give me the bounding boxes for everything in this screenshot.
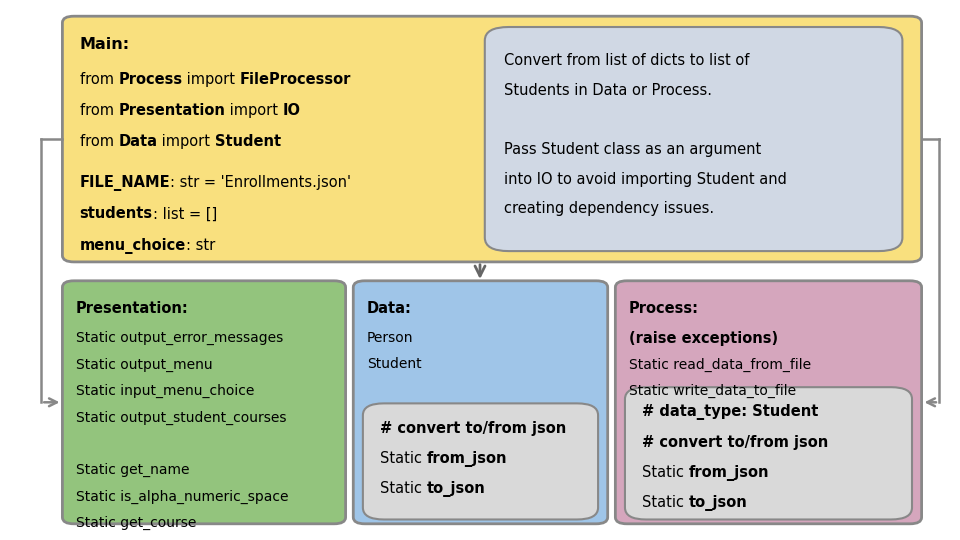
Text: from: from bbox=[80, 134, 118, 150]
Text: Person: Person bbox=[367, 331, 413, 345]
Text: IO: IO bbox=[283, 103, 300, 118]
FancyBboxPatch shape bbox=[62, 281, 346, 524]
Text: Data: Data bbox=[118, 134, 157, 150]
Text: to_json: to_json bbox=[427, 481, 486, 497]
Text: from_json: from_json bbox=[689, 465, 769, 481]
Text: Static output_error_messages: Static output_error_messages bbox=[76, 331, 283, 345]
Text: from: from bbox=[80, 103, 118, 118]
Text: Presentation: Presentation bbox=[118, 103, 226, 118]
Text: Presentation:: Presentation: bbox=[76, 301, 188, 316]
Text: Static write_data_to_file: Static write_data_to_file bbox=[629, 384, 796, 398]
Text: Process: Process bbox=[118, 72, 182, 87]
Text: Data:: Data: bbox=[367, 301, 412, 316]
Text: to_json: to_json bbox=[689, 495, 748, 511]
Text: : str = 'Enrollments.json': : str = 'Enrollments.json' bbox=[170, 175, 351, 190]
Text: (raise exceptions): (raise exceptions) bbox=[629, 331, 778, 346]
Text: Static output_menu: Static output_menu bbox=[76, 357, 212, 372]
Text: # data_type: Student: # data_type: Student bbox=[642, 404, 819, 421]
FancyBboxPatch shape bbox=[62, 16, 922, 262]
Text: : list = []: : list = [] bbox=[153, 206, 217, 221]
Text: FILE_NAME: FILE_NAME bbox=[80, 175, 170, 191]
Text: # convert to/from json: # convert to/from json bbox=[380, 421, 566, 436]
Text: Static get_name: Static get_name bbox=[76, 463, 189, 477]
Text: students: students bbox=[80, 206, 153, 221]
Text: Static is_alpha_numeric_space: Static is_alpha_numeric_space bbox=[76, 490, 288, 504]
Text: import: import bbox=[226, 103, 283, 118]
Text: import: import bbox=[182, 72, 240, 87]
Text: Student: Student bbox=[367, 357, 421, 372]
Text: Static get_course: Static get_course bbox=[76, 516, 196, 530]
Text: Static input_menu_choice: Static input_menu_choice bbox=[76, 384, 254, 398]
Text: menu_choice: menu_choice bbox=[80, 238, 186, 254]
FancyBboxPatch shape bbox=[615, 281, 922, 524]
FancyBboxPatch shape bbox=[353, 281, 608, 524]
FancyBboxPatch shape bbox=[485, 27, 902, 251]
Text: # convert to/from json: # convert to/from json bbox=[642, 435, 828, 450]
Text: creating dependency issues.: creating dependency issues. bbox=[504, 201, 714, 217]
FancyBboxPatch shape bbox=[363, 403, 598, 519]
Text: from: from bbox=[80, 72, 118, 87]
Text: Static: Static bbox=[642, 465, 689, 480]
Text: Main:: Main: bbox=[80, 37, 130, 52]
Text: Student: Student bbox=[215, 134, 281, 150]
Text: into IO to avoid importing Student and: into IO to avoid importing Student and bbox=[504, 172, 787, 187]
Text: Static: Static bbox=[380, 451, 427, 466]
Text: Students in Data or Process.: Students in Data or Process. bbox=[504, 83, 712, 98]
Text: import: import bbox=[157, 134, 215, 150]
Text: Static: Static bbox=[642, 495, 689, 510]
Text: : str: : str bbox=[186, 238, 215, 253]
Text: Process:: Process: bbox=[629, 301, 699, 316]
Text: Pass Student class as an argument: Pass Student class as an argument bbox=[504, 142, 761, 157]
Text: Convert from list of dicts to list of: Convert from list of dicts to list of bbox=[504, 53, 750, 68]
Text: from_json: from_json bbox=[427, 451, 507, 467]
Text: Static read_data_from_file: Static read_data_from_file bbox=[629, 357, 811, 372]
Text: Static: Static bbox=[380, 481, 427, 496]
FancyBboxPatch shape bbox=[625, 387, 912, 519]
Text: Static output_student_courses: Static output_student_courses bbox=[76, 410, 286, 424]
Text: FileProcessor: FileProcessor bbox=[240, 72, 351, 87]
